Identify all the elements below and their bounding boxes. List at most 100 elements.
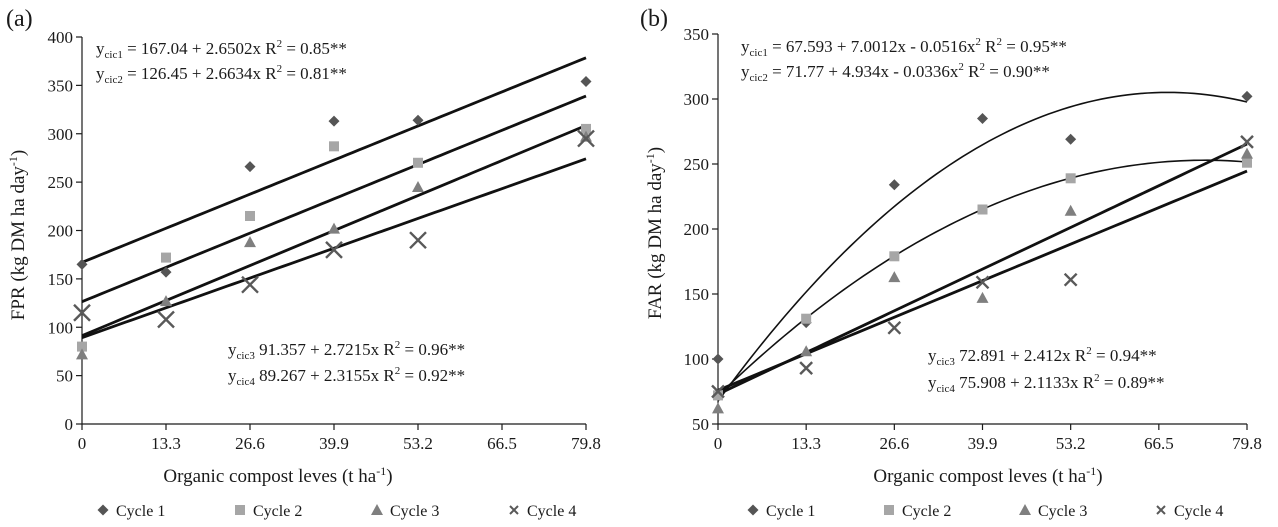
eq-a-cic4: ycic4 89.267 + 2.3155x R2 = 0.92** [228,365,465,388]
y-tick-label: 400 [48,28,74,47]
point-cycle-3 [800,345,813,357]
point-cycle-2 [1242,157,1252,168]
point-cycle-4 [887,320,902,335]
point-cycle-1 [888,179,900,191]
y-tick-label: 150 [48,270,74,289]
legend-marker-cycle-3 [1019,504,1031,515]
y-tick-label: 200 [48,222,74,241]
y-tick-label: 100 [48,318,74,337]
panel-a-equations: ycic1 = 167.04 + 2.6502x R2 = 0.85** yci… [96,38,465,388]
eq-a-cic2: ycic2 = 126.45 + 2.6634x R2 = 0.81** [96,63,347,86]
y-tick-label: 350 [684,25,710,44]
point-cycle-3 [412,180,424,192]
legend-marker-cycle-2 [884,505,894,515]
panel-b-points [711,90,1254,414]
point-cycle-2 [161,252,171,263]
y-tick-label: 300 [48,125,74,144]
y-tick-label: 250 [48,173,74,192]
point-cycle-2 [977,204,988,215]
panel-a-points [73,76,595,360]
x-tick-label: 66.5 [1144,434,1174,453]
x-tick-label: 79.8 [1232,434,1262,453]
point-cycle-1 [244,161,256,173]
point-cycle-4 [325,241,343,259]
legend-label-cycle-3: Cycle 3 [390,503,439,520]
point-cycle-1 [977,113,988,124]
eq-a-cic3: ycic3 91.357 + 2.7215x R2 = 0.96** [228,339,465,362]
point-cycle-3 [244,236,256,248]
legend-label-cycle-4: Cycle 4 [1174,503,1223,520]
point-cycle-4 [1063,272,1078,287]
point-cycle-4 [409,231,427,250]
point-cycle-4 [1240,135,1254,149]
panel-b-label: (b) [640,6,668,32]
legend-marker-cycle-1 [97,504,109,516]
point-cycle-1 [412,114,424,126]
eq-b-cic1: ycic1 = 67.593 + 7.0012x - 0.0516x2 R2 =… [741,36,1067,59]
point-cycle-4 [975,275,990,290]
point-cycle-1 [712,353,724,365]
panel-a-x-axis-label: Organic compost leves (t ha-1) [163,464,392,487]
panel-b-equations: ycic1 = 67.593 + 7.0012x - 0.0516x2 R2 =… [741,36,1164,395]
point-cycle-1 [160,266,172,278]
y-tick-label: 100 [684,350,710,369]
y-tick-label: 300 [684,90,710,109]
legend-marker-cycle-4 [509,505,519,515]
panel-b-y-axis-label: FAR (kg DM ha day-1) [643,147,666,319]
panel-a-legend: Cycle 1 Cycle 2 Cycle 3 Cycle 4 [97,503,576,520]
x-tick-label: 26.6 [235,434,265,453]
panel-b-legend: Cycle 1 Cycle 2 Cycle 3 Cycle 4 [747,503,1223,520]
legend-label-cycle-2: Cycle 2 [253,503,302,520]
point-cycle-3 [76,348,88,360]
point-cycle-1 [76,258,88,270]
legend-label-cycle-1: Cycle 1 [766,503,815,520]
panel-a-y-axis-label: FPR (kg DM ha day-1) [6,150,29,320]
y-tick-label: 250 [684,155,710,174]
fit-line-cycle-1 [717,91,1248,402]
point-cycle-4 [73,303,91,322]
point-cycle-4 [157,310,175,329]
eq-a-cic1: ycic1 = 167.04 + 2.6502x R2 = 0.85** [96,38,347,61]
eq-b-cic2: ycic2 = 71.77 + 4.934x - 0.0336x2 R2 = 0… [741,61,1050,84]
fit-line-cycle-2 [81,94,587,303]
x-tick-label: 26.6 [879,434,909,453]
x-tick-label: 53.2 [1056,434,1086,453]
x-tick-label: 0 [714,434,723,453]
fit-line-cycle-1 [81,56,587,264]
panel-a: (a) 0 50 100 150 200 250 300 350 400 0 13.3 26.6 39.… [6,6,601,520]
x-tick-label: 13.3 [791,434,821,453]
legend-marker-cycle-3 [371,504,383,515]
point-cycle-3 [160,295,172,307]
point-cycle-3 [580,130,592,142]
point-cycle-3 [328,222,340,234]
x-tick-label: 66.5 [487,434,517,453]
point-cycle-4 [799,361,814,375]
panel-a-label: (a) [6,6,33,32]
y-tick-label: 50 [56,367,73,386]
x-tick-label: 0 [78,434,87,453]
point-cycle-3 [1241,147,1253,159]
point-cycle-2 [245,210,255,221]
point-cycle-4 [241,275,259,294]
x-tick-label: 79.8 [571,434,601,453]
point-cycle-2 [889,251,900,262]
panel-a-fit-lines [81,56,587,339]
point-cycle-2 [581,123,591,134]
y-tick-label: 200 [684,220,710,239]
point-cycle-1 [1241,90,1253,102]
legend-marker-cycle-2 [235,505,245,515]
point-cycle-3 [976,291,989,303]
legend-label-cycle-3: Cycle 3 [1038,503,1087,520]
panel-b: (b) 50 100 150 200 250 300 350 0 13.3 26.6 39.9 53.… [640,6,1262,520]
legend-marker-cycle-4 [1156,505,1166,515]
eq-b-cic3: ycic3 72.891 + 2.412x R2 = 0.94** [928,345,1157,368]
point-cycle-2 [1065,173,1076,184]
point-cycle-4 [577,129,595,148]
point-cycle-1 [328,115,340,127]
x-tick-label: 39.9 [319,434,349,453]
point-cycle-3 [1064,204,1077,216]
point-cycle-1 [1065,133,1077,145]
legend-label-cycle-2: Cycle 2 [902,503,951,520]
panel-a-axes: 0 50 100 150 200 250 300 350 400 0 13.3 26.6 39.9 53.… [48,28,601,453]
